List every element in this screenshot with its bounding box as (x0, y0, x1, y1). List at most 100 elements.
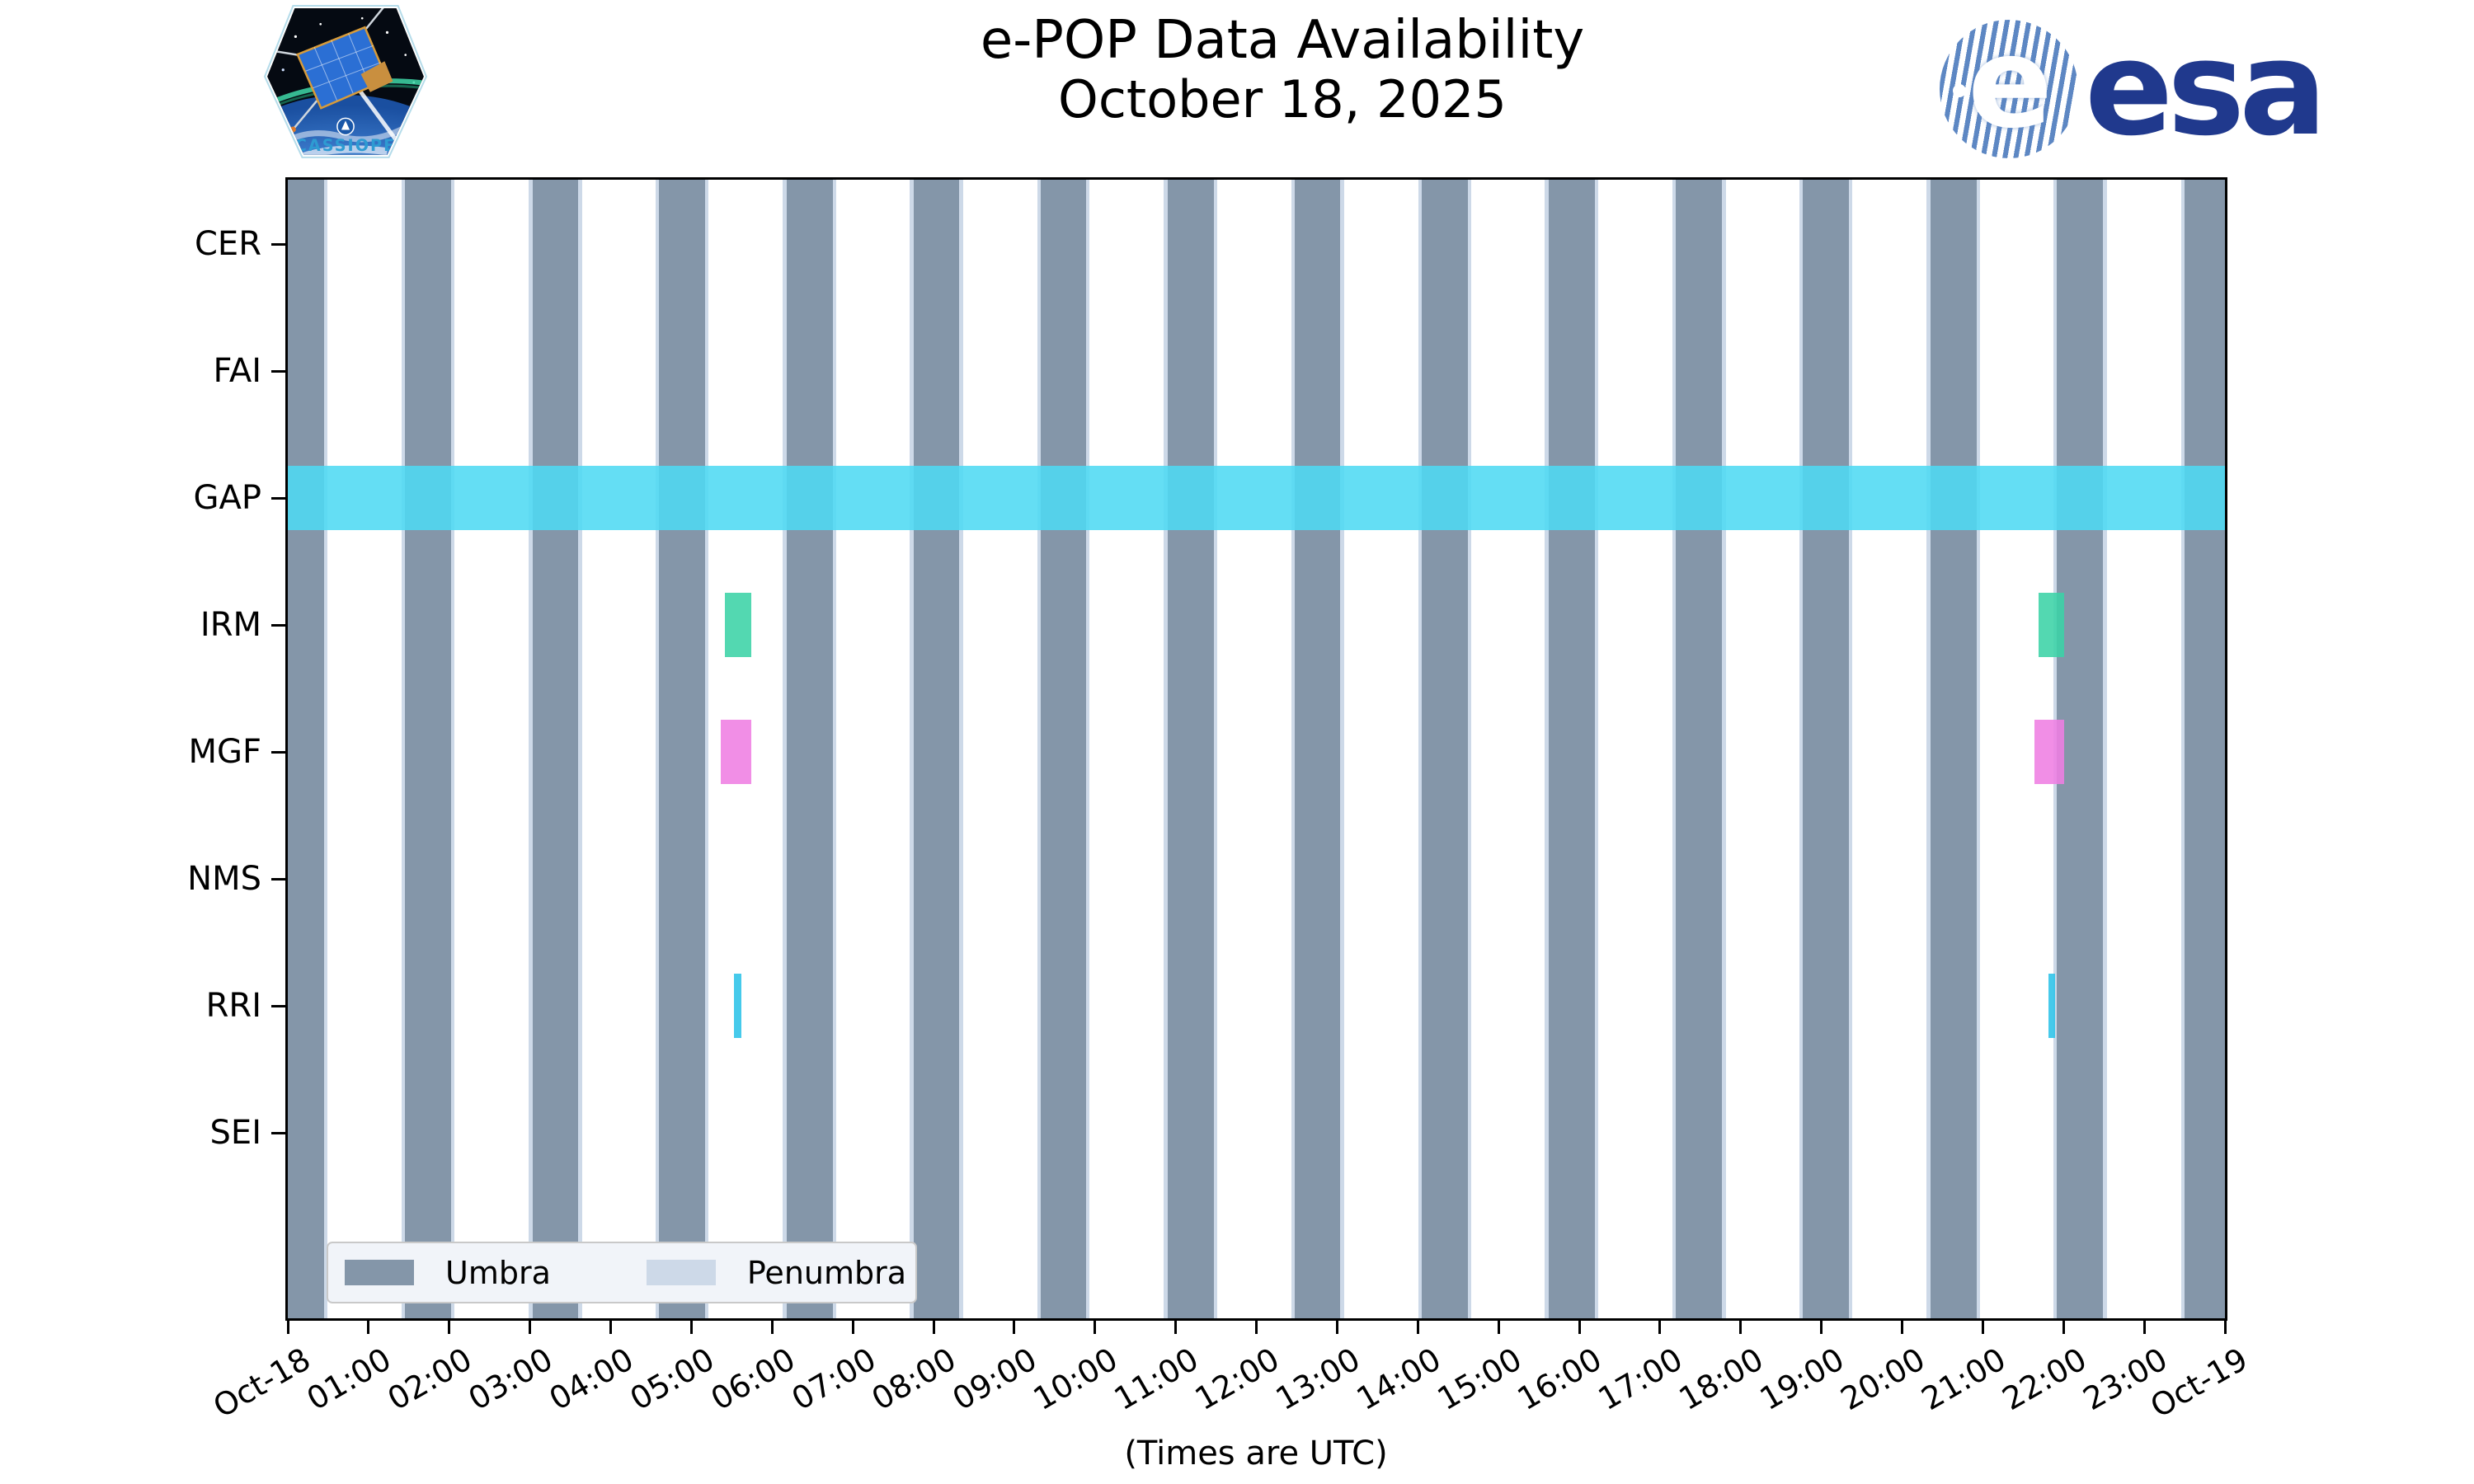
y-tick-label-mgf: MGF (188, 733, 261, 771)
umbra-bar (1803, 180, 1849, 1318)
x-tick-mark (1335, 1321, 1338, 1334)
patch-beam (354, 83, 402, 147)
penumbra-strip (1418, 180, 1423, 1318)
umbra-bar (2057, 180, 2104, 1318)
x-tick-mark (1416, 1321, 1419, 1334)
umbra-bar (1041, 180, 1086, 1318)
penumbra-strip (1340, 180, 1344, 1318)
penumbra-strip (1085, 180, 1090, 1318)
y-tick-mark (271, 242, 285, 246)
umbra-bar (659, 180, 705, 1318)
penumbra-strip (578, 180, 582, 1318)
umbra-bar (404, 180, 451, 1318)
x-tick-label: 19:00 (1753, 1341, 1851, 1418)
x-tick-label: 13:00 (1269, 1341, 1366, 1418)
y-tick-mark (271, 496, 285, 500)
penumbra-strip (1799, 180, 1804, 1318)
penumbra-strip (1467, 180, 1472, 1318)
x-tick-label: 10:00 (1027, 1341, 1124, 1418)
x-tick-label: 17:00 (1592, 1341, 1689, 1418)
penumbra-strip (832, 180, 837, 1318)
penumbra-strip (324, 180, 328, 1318)
y-tick-label-gap: GAP (193, 479, 261, 517)
x-tick-mark (851, 1321, 854, 1334)
y-tick-label-irm: IRM (200, 606, 261, 644)
legend-umbra-label: Umbra (445, 1254, 551, 1291)
x-tick-mark (609, 1321, 612, 1334)
y-tick-mark (271, 1004, 285, 1007)
penumbra-strip (705, 180, 709, 1318)
y-tick-mark (271, 750, 285, 754)
x-tick-mark (1578, 1321, 1581, 1334)
data-bar-rri (734, 974, 742, 1038)
esa-globe-icon: e (1940, 20, 2078, 158)
chart-subtitle: October 18, 2025 (1058, 68, 1507, 129)
x-tick-mark (1174, 1321, 1178, 1334)
legend-penumbra-label: Penumbra (746, 1254, 907, 1291)
penumbra-strip (1545, 180, 1549, 1318)
x-tick-label: 21:00 (1915, 1341, 2012, 1418)
penumbra-strip (910, 180, 914, 1318)
x-tick-label: 09:00 (947, 1341, 1043, 1418)
penumbra-strip (1164, 180, 1168, 1318)
data-bar-mgf (2034, 720, 2065, 784)
penumbra-strip (1722, 180, 1726, 1318)
x-tick-mark (2223, 1321, 2227, 1334)
y-tick-label-rri: RRI (205, 987, 261, 1025)
x-tick-mark (1739, 1321, 1743, 1334)
penumbra-strip (529, 180, 533, 1318)
x-tick-label: 15:00 (1431, 1341, 1528, 1418)
penumbra-strip (1848, 180, 1853, 1318)
penumbra-strip (1594, 180, 1598, 1318)
esa-globe-e-glyph: e (1968, 20, 2053, 156)
penumbra-strip (401, 180, 405, 1318)
chart-title-block: e-POP Data Availability October 18, 2025 (458, 10, 2107, 129)
umbra-bar (1548, 180, 1595, 1318)
penumbra-strip (1037, 180, 1042, 1318)
y-tick-mark (271, 623, 285, 627)
x-tick-mark (2142, 1321, 2146, 1334)
data-bar-gap (288, 466, 2225, 530)
x-tick-mark (1094, 1321, 1097, 1334)
chart-title: e-POP Data Availability (980, 10, 1585, 71)
x-tick-label: 18:00 (1672, 1341, 1770, 1418)
x-tick-label: 06:00 (704, 1341, 802, 1418)
y-tick-label-cer: CER (195, 225, 261, 263)
y-tick-mark (271, 1131, 285, 1134)
x-tick-mark (1255, 1321, 1258, 1334)
penumbra-strip (2180, 180, 2185, 1318)
esa-wordmark: esa (2085, 13, 2327, 165)
esa-globe-dot (1953, 84, 1966, 97)
x-tick-mark (932, 1321, 935, 1334)
penumbra-strip (783, 180, 787, 1318)
x-tick-label: 07:00 (785, 1341, 882, 1418)
y-tick-label-fai: FAI (213, 352, 262, 390)
legend-umbra-swatch (345, 1260, 414, 1285)
penumbra-strip (959, 180, 963, 1318)
x-tick-label: 08:00 (866, 1341, 962, 1418)
penumbra-strip (655, 180, 660, 1318)
plot-inner (288, 180, 2225, 1318)
x-tick-mark (448, 1321, 451, 1334)
x-tick-mark (1981, 1321, 1984, 1334)
y-tick-mark (271, 369, 285, 373)
data-bar-mgf (720, 720, 751, 784)
y-tick-label-nms: NMS (187, 860, 261, 898)
cassiope-mission-patch: CASSIOPE (263, 5, 428, 158)
x-tick-label: 16:00 (1512, 1341, 1608, 1418)
x-tick-mark (1901, 1321, 1903, 1334)
x-tick-mark (689, 1321, 693, 1334)
penumbra-strip (450, 180, 455, 1318)
umbra-bar (532, 180, 579, 1318)
y-tick-label-sei: SEI (209, 1114, 261, 1152)
x-tick-label: Oct-18 (207, 1341, 317, 1425)
penumbra-strip (2103, 180, 2107, 1318)
umbra-bar (786, 180, 833, 1318)
umbra-bar (913, 180, 960, 1318)
x-tick-mark (367, 1321, 370, 1334)
penumbra-strip (1672, 180, 1677, 1318)
umbra-bar (2185, 180, 2225, 1318)
x-tick-mark (1658, 1321, 1662, 1334)
x-axis-note: (Times are UTC) (1124, 1435, 1388, 1472)
